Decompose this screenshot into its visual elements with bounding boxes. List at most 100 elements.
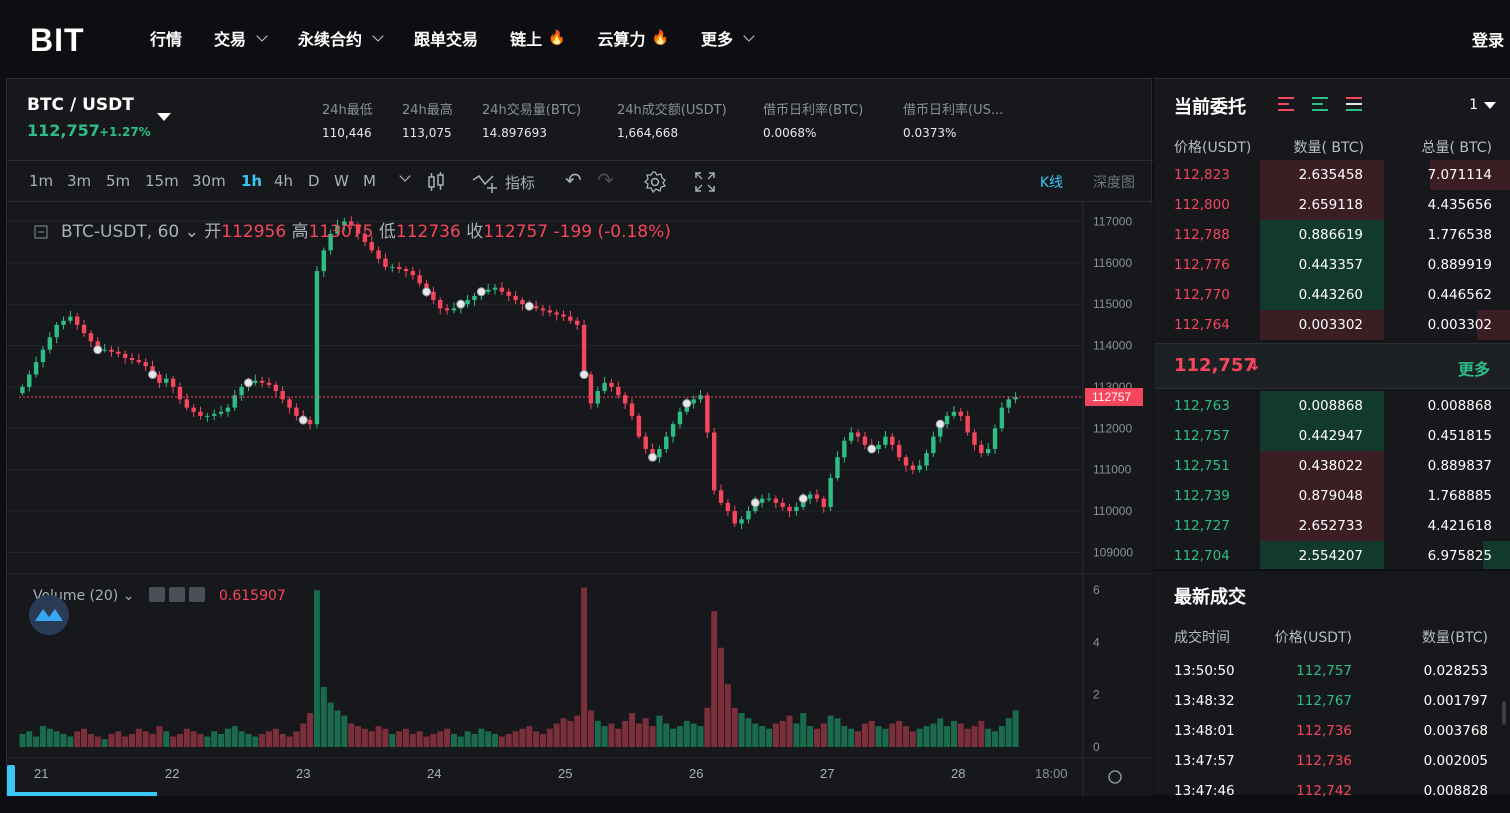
candle [136,353,142,365]
interval-W[interactable]: W [334,172,349,190]
nav-item-0[interactable]: 行情 [150,26,182,50]
volume-bar [74,731,81,747]
login-button[interactable]: 登录 [1471,31,1504,50]
candle [68,310,73,324]
order-price: 112,739 [1174,488,1230,504]
volume-bar [889,723,896,747]
precision-select[interactable]: 1 [1469,97,1496,113]
orderbook-bids-icon[interactable] [1312,97,1328,111]
candle [157,371,162,389]
price-chart[interactable]: 1170001160001150001140001130001120001110… [7,203,1153,796]
stat-value: 1,664,668 [617,126,679,140]
interval-D[interactable]: D [308,172,320,190]
mid-price: 112,757 [1174,355,1256,376]
brand-logo[interactable]: BIT [30,22,85,58]
bid-row[interactable]: 112,727 2.652733 4.421618 [1154,511,1510,541]
interval-1m[interactable]: 1m [29,172,54,190]
volume-bar [334,710,341,747]
volume-bar [971,726,978,747]
bid-row[interactable]: 112,739 0.879048 1.768885 [1154,481,1510,511]
volume-bar [115,731,122,747]
depth-chart-tab[interactable]: 深度图 [1093,175,1135,191]
trades-scrollbar[interactable] [1502,701,1506,725]
candle-body [321,250,326,272]
candle [554,309,559,321]
bid-row[interactable]: 112,751 0.438022 0.889837 [1154,451,1510,481]
indicator-button[interactable]: 指标 [505,174,536,192]
order-total: 4.421618 [1427,518,1492,534]
scroll-indicator[interactable] [7,792,157,796]
interval-4h[interactable]: 4h [274,172,294,190]
bid-row[interactable]: 112,763 0.008868 0.008868 [1154,391,1510,421]
gear-icon[interactable] [169,587,185,602]
candle-body [609,382,614,387]
close-icon[interactable] [189,587,205,602]
bid-row[interactable]: 112,704 2.554207 6.975825 [1154,541,1510,571]
settings-icon[interactable] [643,170,667,194]
interval-1h[interactable]: 1h [241,172,263,190]
kline-tab[interactable]: K线 [1039,175,1063,191]
ask-row[interactable]: 112,776 0.443357 0.889919 [1154,250,1510,280]
total-depth-bar [1483,541,1510,571]
trade-marker [579,370,589,380]
pair-name[interactable]: BTC / USDT [27,95,134,115]
last-price-tag [1085,387,1143,406]
ask-row[interactable]: 112,770 0.443260 0.446562 [1154,280,1510,310]
candle-body [821,498,826,507]
orderbook-both-icon[interactable] [1278,97,1294,111]
interval-M[interactable]: M [363,172,376,190]
candle-body [903,457,909,466]
candle [390,263,395,273]
eye-icon[interactable] [149,587,165,602]
ticker-stat: 24h交易量(BTC) 14.897693 [482,99,581,140]
nav-item-1[interactable]: 交易 [214,26,268,50]
side-panel-handle[interactable] [7,765,15,795]
ask-row[interactable]: 112,800 2.659118 4.435656 [1154,190,1510,220]
ask-row[interactable]: 112,788 0.886619 1.776538 [1154,220,1510,250]
candle [835,451,840,481]
x-tick-label: 23 [296,766,310,781]
redo-icon[interactable]: ↷ [597,168,614,192]
orderbook-asks-icon[interactable] [1346,97,1362,111]
volume-bar [594,720,601,747]
volume-bar [272,728,279,747]
candle-body [348,221,354,226]
volume-bar [218,733,225,747]
interval-3m[interactable]: 3m [67,172,92,190]
collapse-icon[interactable] [34,225,48,239]
candle-body [335,225,340,234]
undo-icon[interactable]: ↶ [565,168,582,192]
candle-type-icon[interactable] [425,171,447,193]
candle-body [184,399,190,408]
qty-depth-bar [1260,511,1384,541]
tradingview-logo-icon[interactable] [29,595,69,635]
nav-item-4[interactable]: 链上 🔥 [510,26,565,50]
interval-5m[interactable]: 5m [106,172,131,190]
indicator-icon[interactable] [471,170,499,194]
nav-item-6[interactable]: 更多 [701,26,755,50]
candle [787,504,792,518]
interval-30m[interactable]: 30m [192,172,226,190]
candle [109,345,114,357]
nav-item-5[interactable]: 云算力 🔥 [598,26,669,50]
candle-body [896,444,902,458]
candle-body [157,374,162,383]
x-tick-label: 21 [34,766,48,781]
ask-row[interactable]: 112,823 2.635458 7.071114 [1154,160,1510,190]
stat-label: 24h最低 [322,103,373,118]
pair-dropdown-icon[interactable] [157,113,171,121]
qty-depth-bar [1260,391,1384,421]
nav-item-2[interactable]: 永续合约 [298,26,384,50]
interval-more-icon[interactable] [399,170,411,182]
fullscreen-icon[interactable] [693,170,717,194]
nav-item-3[interactable]: 跟单交易 [414,26,478,50]
interval-15m[interactable]: 15m [145,172,179,190]
candle-body [691,399,696,404]
more-button[interactable]: 更多 [1457,360,1490,379]
bid-row[interactable]: 112,757 0.442947 0.451815 [1154,421,1510,451]
axis-settings-icon[interactable] [1108,770,1122,784]
volume-bar [779,720,786,747]
candle-body [410,271,416,276]
ask-row[interactable]: 112,764 0.003302 0.003302 [1154,310,1510,340]
candle [506,288,511,302]
